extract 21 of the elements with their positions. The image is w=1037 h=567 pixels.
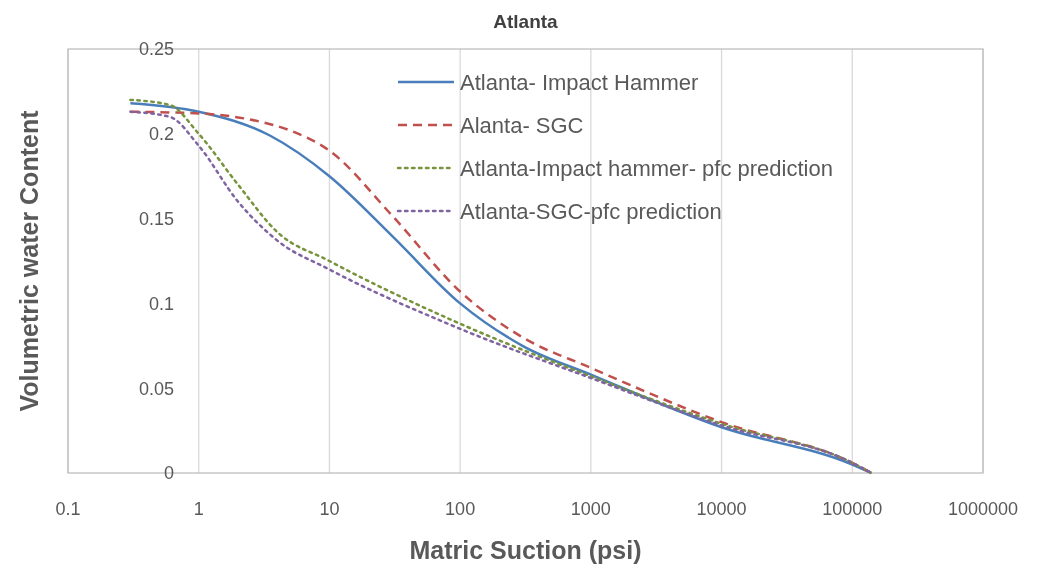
x-tick-label: 10000: [696, 499, 747, 519]
x-tick-label: 0.1: [55, 499, 81, 519]
legend-label: Atlanta-Impact hammer- pfc prediction: [460, 155, 833, 181]
y-tick-label: 0.1: [148, 293, 174, 314]
x-tick-label: 1: [193, 499, 204, 519]
y-tick-label: 0.15: [138, 208, 174, 229]
y-tick-label: 0.05: [138, 378, 174, 399]
y-tick-label: 0: [163, 463, 174, 484]
x-axis-title: Matric Suction (psi): [409, 536, 642, 564]
y-axis-title: Volumetric water Content: [15, 109, 43, 412]
x-tick-label: 10: [319, 499, 340, 519]
chart-title: Atlanta: [493, 11, 559, 32]
legend-label: Alanta- SGC: [460, 112, 584, 138]
legend-label: Atlanta-SGC-pfc prediction: [460, 198, 722, 224]
x-tick-label: 100: [445, 499, 476, 519]
legend-label: Atlanta- Impact Hammer: [460, 69, 699, 95]
x-tick-label: 100000: [822, 499, 883, 519]
y-tick-label: 0.2: [148, 124, 174, 145]
x-tick-label: 1000: [570, 499, 611, 519]
y-tick-label: 0.25: [138, 39, 174, 60]
x-tick-label: 1000000: [947, 499, 1019, 519]
